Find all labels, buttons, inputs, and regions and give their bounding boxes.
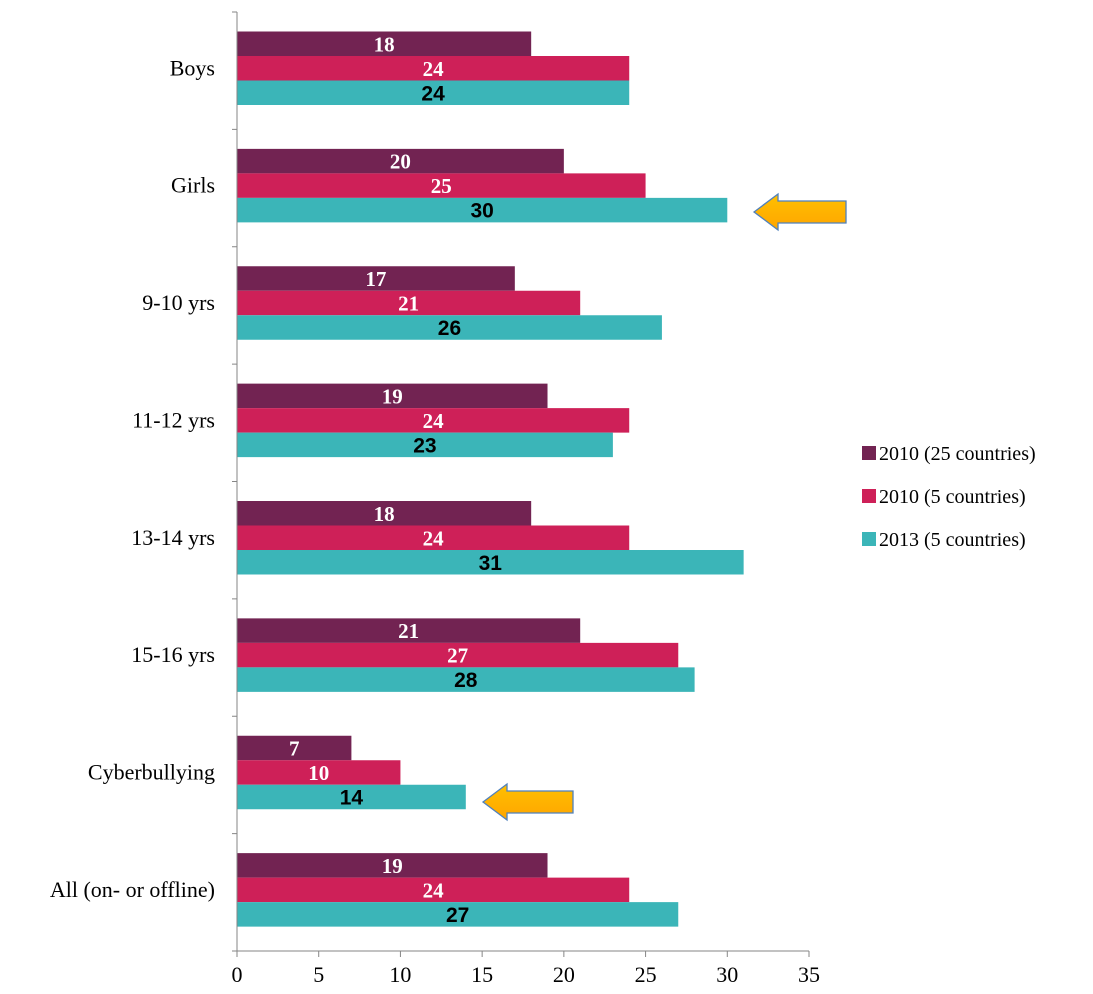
category-label-boys: Boys: [170, 55, 215, 80]
x-tick-label-25: 25: [635, 962, 657, 987]
category-label-cyberbullying: Cyberbullying: [88, 760, 215, 785]
data-label-all-on-or-offline-series-1: 24: [423, 878, 445, 902]
data-label-9-10-yrs-series-0: 17: [365, 267, 386, 291]
legend-swatch-series-1: [862, 489, 876, 503]
data-label-15-16-yrs-series-1: 27: [447, 644, 468, 668]
data-label-cyberbullying-series-1: 10: [308, 761, 329, 785]
data-label-11-12-yrs-series-0: 19: [382, 384, 403, 408]
x-tick-label-30: 30: [716, 962, 738, 987]
data-label-13-14-yrs-series-0: 18: [374, 502, 395, 526]
data-label-all-on-or-offline-series-2: 27: [446, 904, 469, 927]
data-label-9-10-yrs-series-1: 21: [398, 292, 419, 316]
data-label-15-16-yrs-series-2: 28: [454, 669, 478, 692]
bars-layer: [237, 32, 744, 927]
data-label-13-14-yrs-series-2: 31: [479, 552, 503, 575]
data-label-11-12-yrs-series-1: 24: [423, 409, 445, 433]
data-label-girls-series-2: 30: [470, 200, 493, 223]
legend-label-series-1: 2010 (5 countries): [879, 486, 1026, 508]
data-label-girls-series-1: 25: [431, 174, 452, 198]
legend-swatch-series-0: [862, 446, 876, 460]
x-tick-label-35: 35: [798, 962, 820, 987]
arrow-icon-girls: [754, 194, 846, 230]
data-label-girls-series-0: 20: [390, 150, 411, 174]
arrow-icon-cyberbullying: [483, 784, 573, 820]
data-label-cyberbullying-series-2: 14: [340, 787, 364, 810]
data-label-13-14-yrs-series-1: 24: [423, 526, 445, 550]
x-tick-label-10: 10: [389, 962, 411, 987]
data-label-11-12-yrs-series-2: 23: [413, 434, 436, 457]
annotations-layer: [483, 194, 846, 820]
data-label-all-on-or-offline-series-0: 19: [382, 854, 403, 878]
legend-label-series-2: 2013 (5 countries): [879, 529, 1026, 551]
data-label-9-10-yrs-series-2: 26: [438, 317, 461, 340]
x-tick-label-15: 15: [471, 962, 493, 987]
category-label-13-14-yrs: 13-14 yrs: [131, 525, 215, 550]
data-label-boys-series-1: 24: [423, 57, 445, 81]
data-label-boys-series-2: 24: [421, 82, 445, 105]
category-label-all-on-or-offline: All (on- or offline): [50, 877, 215, 902]
x-tick-label-0: 0: [232, 962, 243, 987]
legend-label-series-0: 2010 (25 countries): [879, 443, 1036, 465]
x-tick-label-5: 5: [313, 962, 324, 987]
data-label-cyberbullying-series-0: 7: [289, 737, 300, 761]
data-label-15-16-yrs-series-0: 21: [398, 619, 419, 643]
category-label-9-10-yrs: 9-10 yrs: [142, 290, 215, 315]
legend: 2010 (25 countries) 2010 (5 countries) 201…: [862, 443, 1036, 551]
category-label-15-16-yrs: 15-16 yrs: [131, 642, 215, 667]
legend-swatch-series-2: [862, 532, 876, 546]
category-label-girls: Girls: [171, 173, 215, 198]
data-label-boys-series-0: 18: [374, 32, 395, 56]
x-tick-label-20: 20: [553, 962, 575, 987]
category-label-11-12-yrs: 11-12 yrs: [132, 407, 215, 432]
